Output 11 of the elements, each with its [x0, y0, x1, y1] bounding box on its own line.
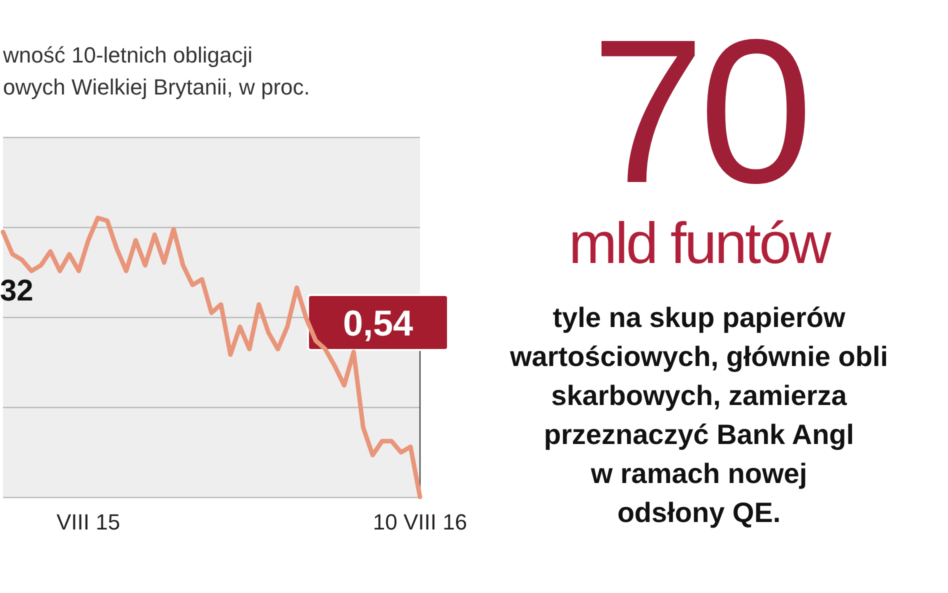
- annotation: 0,54: [342, 302, 414, 344]
- x-tick-label: VIII 15: [56, 510, 120, 534]
- text: skarbowych, zamierza: [550, 379, 848, 413]
- annotation: 32: [0, 274, 34, 308]
- text: przeznaczyć Bank Angl: [542, 418, 856, 452]
- text: odsłony QE.: [617, 497, 781, 528]
- text: wartościowych, głównie obli: [508, 340, 890, 374]
- x-tick-label: 10 VIII 16: [372, 510, 468, 534]
- chart-title: wność 10-letnich obligacji owych Wielkiej Brytanii, w proc.: [2, 42, 310, 100]
- text: w ramach nowej: [590, 457, 808, 491]
- text: tyle na skup papierów: [552, 301, 846, 335]
